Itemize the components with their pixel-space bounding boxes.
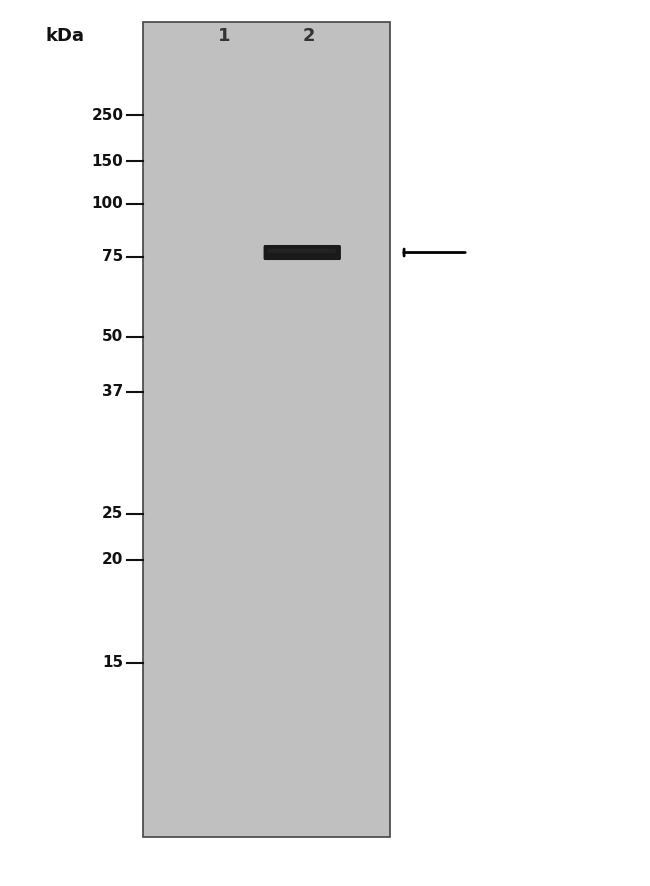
- FancyBboxPatch shape: [264, 245, 341, 260]
- Text: 50: 50: [102, 330, 124, 344]
- Bar: [143, 22, 390, 837]
- Text: 20: 20: [102, 553, 124, 567]
- Text: 100: 100: [92, 197, 124, 211]
- FancyBboxPatch shape: [268, 249, 336, 253]
- Text: 75: 75: [102, 250, 124, 264]
- Text: 37: 37: [102, 385, 124, 399]
- Text: 25: 25: [102, 507, 124, 521]
- Text: 250: 250: [92, 108, 124, 122]
- Text: 150: 150: [92, 154, 124, 168]
- Text: 15: 15: [103, 656, 124, 670]
- Text: 1: 1: [218, 27, 231, 44]
- Text: 2: 2: [302, 27, 315, 44]
- Text: kDa: kDa: [46, 27, 84, 44]
